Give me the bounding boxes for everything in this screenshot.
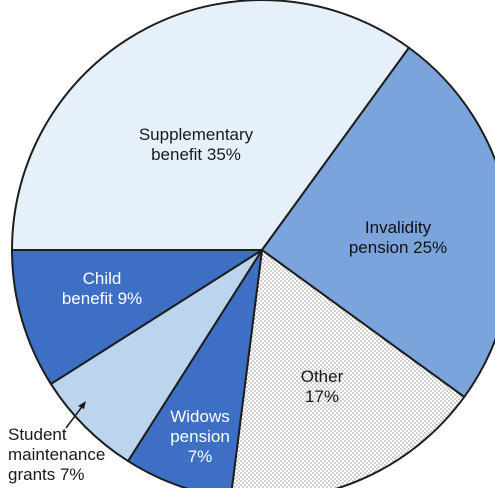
pie-label-widows-pension: Widows pension 7% [170,407,230,466]
pie-label-line: 7% [188,447,213,466]
pie-label-line: Supplementary [139,125,254,144]
pie-label-line: grants 7% [8,465,85,484]
pie-label-line: 17% [305,387,339,406]
pie-label-line: maintenance [8,445,105,464]
pie-label-line: benefit 35% [151,145,241,164]
student-grants-leader-arrowhead [78,401,86,409]
pie-slice-supplementary-benefit [11,0,410,251]
slices-layer [11,0,495,488]
pie-label-child-benefit: Child benefit 9% [62,269,142,308]
student-grants-leader-line [65,403,85,429]
pie-label-invalidity-pension: Invalidity pension 25% [349,218,447,257]
pie-label-line: Other [301,367,344,386]
pie-slice-student-maintenance-grants [49,249,263,463]
pie-label-line: benefit 9% [62,289,142,308]
pie-label-line: pension 25% [349,238,447,257]
pie-slice-other [230,249,466,488]
pie-slice-invalidity-pension [261,46,495,398]
pie-slice-child-benefit [11,249,263,385]
pie-slice-widows-pension [127,249,263,488]
pie-label-line: Child [83,269,122,288]
pie-label-student-maintenance-grants: Student maintenance grants 7% [8,425,105,484]
pie-label-line: Widows [170,407,230,426]
pie-label-line: Invalidity [365,218,432,237]
pie-label-line: Student [8,425,67,444]
pie-label-other: Other 17% [301,367,344,406]
pie-label-supplementary-benefit: Supplementary benefit 35% [139,125,254,164]
pie-label-line: pension [170,427,230,446]
labels-layer: Supplementary benefit 35%Invalidity pensio… [8,125,447,484]
